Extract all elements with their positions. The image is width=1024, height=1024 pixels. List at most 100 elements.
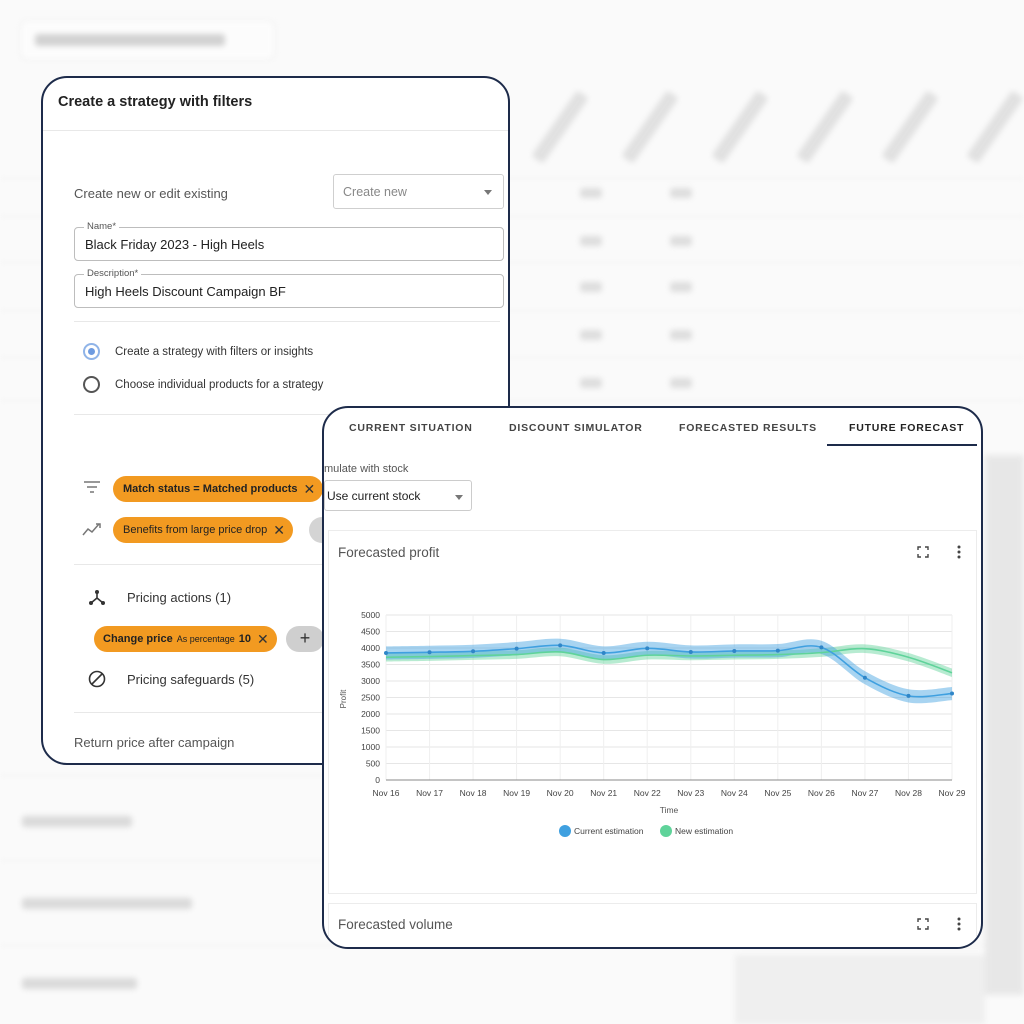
confidence-band <box>386 638 952 704</box>
branch-icon <box>89 590 105 605</box>
x-tick-label: Nov 21 <box>590 788 617 798</box>
close-icon[interactable]: ✕ <box>256 630 269 647</box>
create-edit-label: Create new or edit existing <box>74 186 228 201</box>
data-point <box>688 649 693 654</box>
global-filters-button <box>20 20 275 60</box>
tab-forecasted-results[interactable]: FORECASTED RESULTS <box>679 422 817 434</box>
filter-chip-key: Match status <box>123 483 191 495</box>
forecasted-volume-title: Forecasted volume <box>338 917 453 932</box>
tab-current-situation[interactable]: CURRENT SITUATION <box>349 422 473 434</box>
filter-chip-match-status[interactable]: Match status = Matched products ✕ <box>113 476 324 502</box>
y-tick-label: 4500 <box>361 627 380 637</box>
forecasted-profit-panel: Forecasted profit 0 500 1000 1500 2000 2500 30… <box>328 530 977 894</box>
x-tick-label: Nov 24 <box>721 788 748 798</box>
x-tick-label: Nov 28 <box>895 788 922 798</box>
x-tick-label: Nov 18 <box>460 788 487 798</box>
pricing-actions-label: Pricing actions (1) <box>127 590 232 605</box>
name-field[interactable]: Name* Black Friday 2023 - High Heels <box>74 221 504 261</box>
more-vert-icon[interactable] <box>957 545 961 559</box>
x-tick-label: Nov 27 <box>851 788 878 798</box>
x-tick-label: Nov 29 <box>939 788 966 798</box>
radio-products-label: Choose individual products for a strateg… <box>115 378 324 391</box>
data-point <box>950 691 954 696</box>
radio-selected-icon[interactable] <box>83 343 100 360</box>
profit-chart: 0 500 1000 1500 2000 2500 3000 3500 4000 4500 5000… <box>339 610 966 837</box>
active-tab-indicator <box>827 444 977 446</box>
legend-label: New estimation <box>675 826 733 836</box>
close-icon[interactable]: ✕ <box>273 521 286 538</box>
block-icon <box>88 670 106 688</box>
data-point <box>471 649 476 654</box>
card-title: Create a strategy with filters <box>58 94 253 110</box>
data-point <box>732 648 737 653</box>
radio-unselected-icon[interactable] <box>83 376 100 393</box>
action-chip-change-price[interactable]: Change price As percentage 10 ✕ <box>94 626 277 652</box>
tab-discount-simulator[interactable]: DISCOUNT SIMULATOR <box>509 422 643 434</box>
radio-filters-option[interactable]: Create a strategy with filters or insigh… <box>83 343 313 360</box>
action-chip-main: Change price <box>103 633 173 645</box>
y-tick-label: 1000 <box>361 742 380 752</box>
insight-chip-label: Benefits from large price drop <box>123 524 268 536</box>
y-tick-label: 4000 <box>361 643 380 653</box>
x-tick-label: Nov 17 <box>416 788 443 798</box>
more-vert-icon[interactable] <box>957 917 961 931</box>
create-new-select-value: Create new <box>343 185 407 199</box>
y-tick-label: 2500 <box>361 693 380 703</box>
y-tick-label: 500 <box>366 759 380 769</box>
data-point <box>819 645 824 650</box>
data-point <box>601 650 606 655</box>
pricing-safeguards-label: Pricing safeguards (5) <box>127 672 255 687</box>
y-tick-label: 5000 <box>361 610 380 620</box>
x-axis-label: Time <box>660 805 679 815</box>
y-tick-label: 3500 <box>361 660 380 670</box>
y-tick-label: 0 <box>375 775 380 785</box>
y-tick-label: 1500 <box>361 726 380 736</box>
legend-marker <box>559 825 571 837</box>
data-point <box>775 648 780 653</box>
data-point <box>645 646 650 651</box>
forecast-card: CURRENT SITUATION DISCOUNT SIMULATOR FOR… <box>322 406 983 949</box>
chevron-down-icon <box>455 495 463 500</box>
x-tick-label: Nov 25 <box>764 788 791 798</box>
y-tick-label: 3000 <box>361 676 380 686</box>
insights-icon <box>82 523 101 536</box>
radio-products-option[interactable]: Choose individual products for a strateg… <box>83 376 323 393</box>
x-tick-label: Nov 16 <box>373 788 400 798</box>
filter-chip-eq: = <box>190 483 203 495</box>
x-tick-label: Nov 23 <box>677 788 704 798</box>
x-tick-label: Nov 26 <box>808 788 835 798</box>
fullscreen-icon[interactable] <box>917 918 929 930</box>
description-field-label: Description* <box>84 268 142 279</box>
action-chip-value: 10 <box>238 633 251 645</box>
action-chip-sub: As percentage <box>176 634 235 644</box>
fullscreen-icon[interactable] <box>917 546 929 558</box>
legend-marker <box>660 825 672 837</box>
add-action-button[interactable]: + <box>286 626 324 652</box>
stock-select-label: mulate with stock <box>324 463 409 475</box>
forecasted-profit-title: Forecasted profit <box>338 545 440 560</box>
stock-select[interactable]: Use current stock <box>324 480 472 511</box>
y-axis-label: Profit <box>339 689 348 708</box>
name-field-label: Name* <box>84 221 120 232</box>
stock-select-value: Use current stock <box>327 489 421 503</box>
data-point <box>514 646 519 651</box>
tab-future-forecast[interactable]: FUTURE FORECAST <box>849 422 965 434</box>
legend-label: Current estimation <box>574 826 644 836</box>
y-tick-label: 2000 <box>361 709 380 719</box>
radio-filters-label: Create a strategy with filters or insigh… <box>115 345 314 358</box>
series-line <box>385 644 953 698</box>
x-tick-label: Nov 20 <box>547 788 574 798</box>
insight-chip-price-drop[interactable]: Benefits from large price drop ✕ <box>113 517 294 543</box>
close-icon[interactable]: ✕ <box>303 480 316 497</box>
description-field[interactable]: Description* High Heels Discount Campaig… <box>74 268 504 308</box>
description-field-value: High Heels Discount Campaign BF <box>85 284 286 299</box>
data-point <box>906 693 911 698</box>
name-field-value: Black Friday 2023 - High Heels <box>85 237 265 252</box>
x-tick-label: Nov 19 <box>503 788 530 798</box>
forecasted-volume-panel: Forecasted volume <box>328 903 977 947</box>
data-point <box>384 650 388 655</box>
x-tick-label: Nov 22 <box>634 788 661 798</box>
filter-icon <box>84 481 100 493</box>
create-new-select[interactable]: Create new <box>333 174 504 209</box>
